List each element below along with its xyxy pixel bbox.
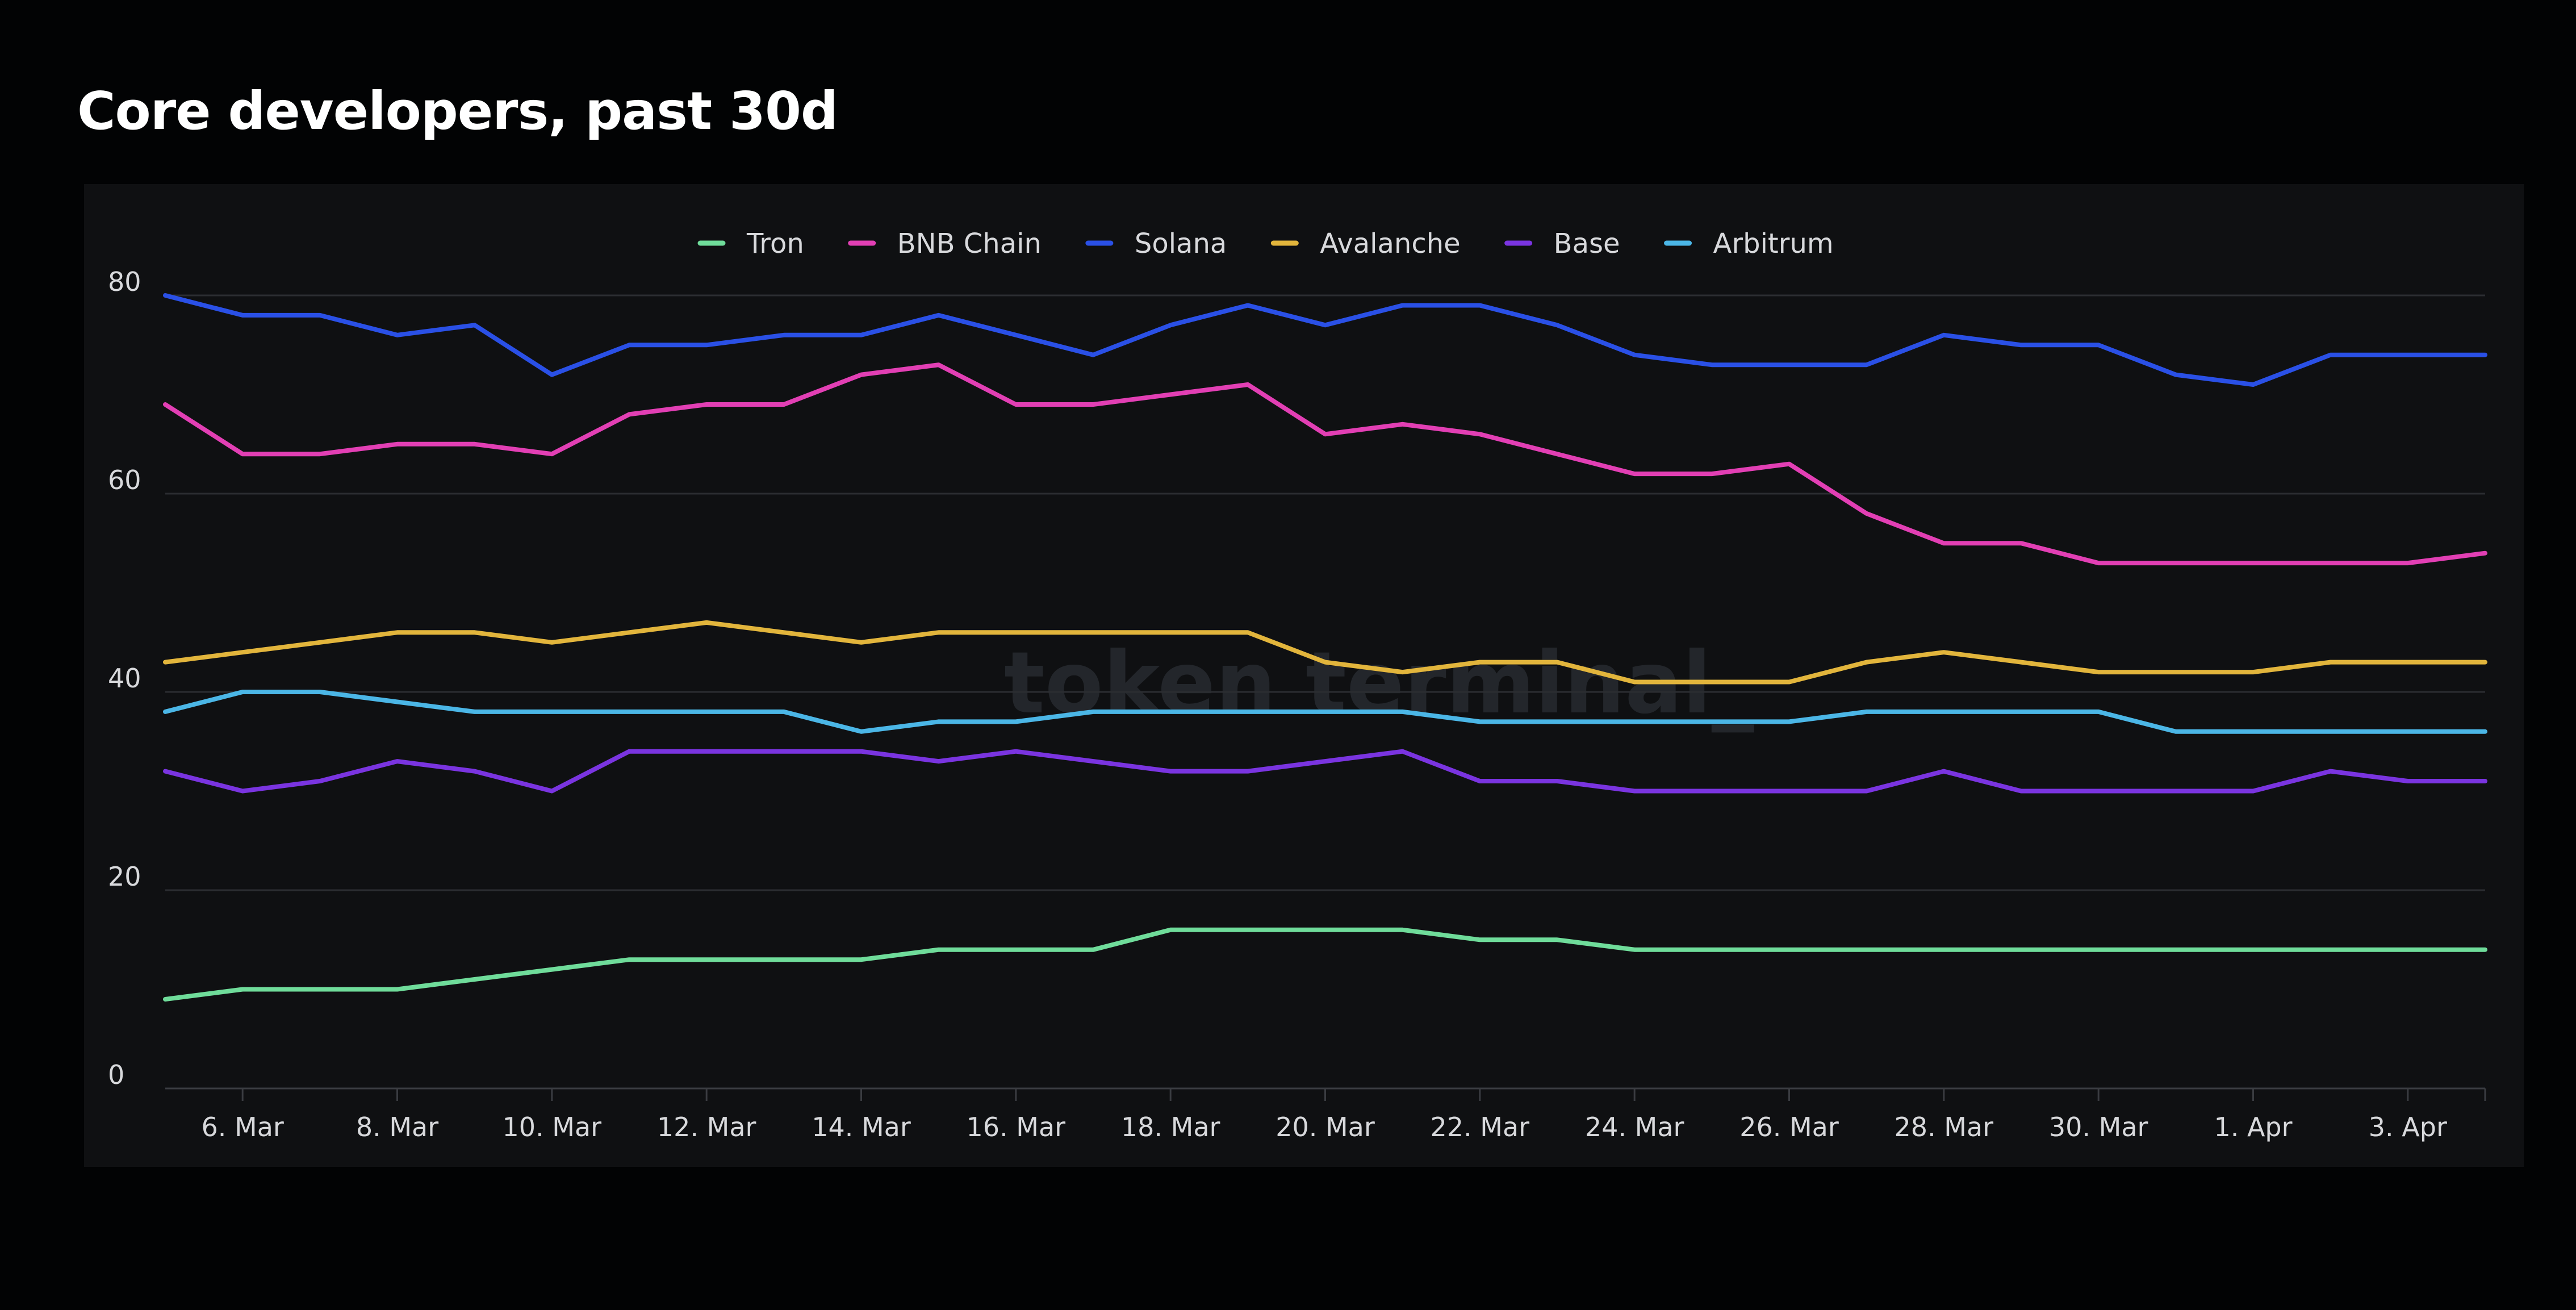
x-tick-label: 10. Mar bbox=[503, 1112, 602, 1142]
series-line-tron bbox=[163, 927, 2487, 1002]
series-line-solana bbox=[163, 293, 2487, 387]
chart-panel: token terminal_ 0 20 40 60 80 6. Mar 8. Mar 10… bbox=[84, 184, 2524, 1167]
y-tick-label: 80 bbox=[108, 266, 141, 297]
x-tick-label: 8. Mar bbox=[356, 1112, 438, 1142]
x-axis: 6. Mar 8. Mar 10. Mar 12. Mar 14. Mar 16. Mar… bbox=[202, 1088, 2486, 1142]
y-tick-label: 0 bbox=[108, 1059, 124, 1090]
x-tick-label: 16. Mar bbox=[967, 1112, 1066, 1142]
legend-label-solana: Solana bbox=[1135, 228, 1227, 260]
x-tick-label: 28. Mar bbox=[1895, 1112, 1994, 1142]
series-line-bnb-chain bbox=[163, 362, 2487, 566]
legend-label-bnb-chain: BNB Chain bbox=[897, 228, 1042, 260]
watermark: token terminal_ bbox=[1004, 634, 1754, 733]
x-tick-label: 12. Mar bbox=[657, 1112, 756, 1142]
legend-label-arbitrum: Arbitrum bbox=[1713, 228, 1834, 260]
x-tick-label: 22. Mar bbox=[1431, 1112, 1530, 1142]
x-tick-label: 1. Apr bbox=[2214, 1112, 2292, 1142]
x-tick-label: 20. Mar bbox=[1276, 1112, 1375, 1142]
y-tick-label: 20 bbox=[108, 861, 141, 892]
y-tick-label: 40 bbox=[108, 663, 141, 694]
x-tick-label: 6. Mar bbox=[202, 1112, 284, 1142]
x-tick-label: 26. Mar bbox=[1739, 1112, 1839, 1142]
series-lines bbox=[163, 293, 2487, 1002]
legend-label-avalanche: Avalanche bbox=[1320, 228, 1460, 260]
legend: Tron BNB Chain Solana Avalanche Base Arbitrum bbox=[697, 228, 1834, 260]
series-line-avalanche bbox=[163, 620, 2487, 685]
y-tick-label: 60 bbox=[108, 465, 141, 495]
line-chart: token terminal_ 0 20 40 60 80 6. Mar 8. Mar 10… bbox=[108, 228, 2487, 1142]
series-line-arbitrum bbox=[163, 690, 2487, 734]
x-tick-label: 18. Mar bbox=[1121, 1112, 1220, 1142]
x-tick-label: 24. Mar bbox=[1585, 1112, 1684, 1142]
x-tick-label: 30. Mar bbox=[2049, 1112, 2148, 1142]
y-axis: 0 20 40 60 80 bbox=[108, 266, 141, 1090]
grid-lines bbox=[165, 294, 2485, 1090]
legend-label-tron: Tron bbox=[746, 228, 804, 260]
x-tick-label: 14. Mar bbox=[812, 1112, 911, 1142]
page-title: Core developers, past 30d bbox=[77, 81, 838, 141]
x-tick-label: 3. Apr bbox=[2369, 1112, 2447, 1142]
series-line-base bbox=[163, 749, 2487, 794]
legend-label-base: Base bbox=[1554, 228, 1620, 260]
